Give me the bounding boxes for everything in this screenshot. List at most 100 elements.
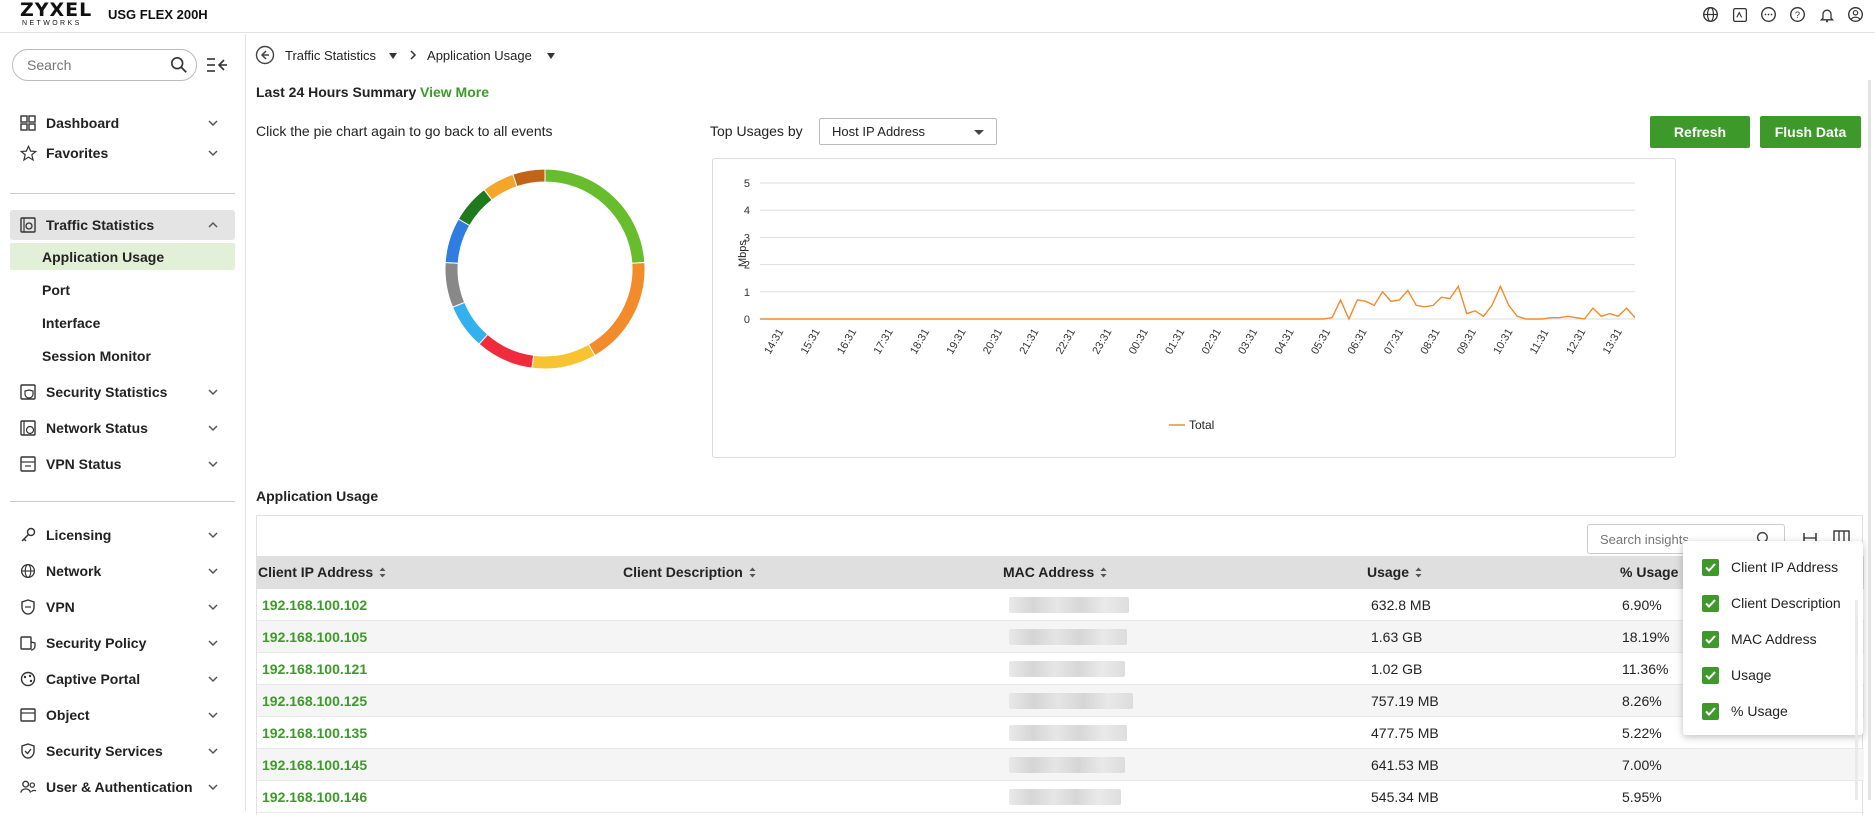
checkbox-checked-icon[interactable] <box>1702 594 1719 612</box>
table-row[interactable]: 192.168.100.125 757.19 MB 8.26% <box>257 685 1864 717</box>
column-header-usage[interactable]: Usage <box>1367 564 1422 580</box>
cell-client-ip[interactable]: 192.168.100.146 <box>262 789 368 805</box>
cell-client-ip[interactable]: 192.168.100.145 <box>262 757 368 773</box>
x-tick-label: 06:31 <box>1346 327 1370 357</box>
sidebar-search[interactable] <box>12 49 197 81</box>
sidebar-item-vpn-status[interactable]: VPN Status <box>10 449 235 479</box>
x-tick-label: 22:31 <box>1054 327 1078 357</box>
checkbox-checked-icon[interactable] <box>1702 702 1719 720</box>
terminal-icon[interactable] <box>1730 5 1749 24</box>
sidebar-subitem-interface[interactable]: Interface <box>42 314 101 331</box>
sidebar-search-input[interactable] <box>27 57 157 73</box>
table-row[interactable]: 192.168.100.145 641.53 MB 7.00% <box>257 749 1864 781</box>
donut-slice[interactable] <box>483 173 518 201</box>
donut-slice[interactable] <box>478 333 535 369</box>
cell-client-ip[interactable]: 192.168.100.121 <box>262 661 368 677</box>
x-tick-label: 21:31 <box>1017 327 1041 357</box>
device-model: USG FLEX 200H <box>108 7 208 22</box>
caret-down-icon[interactable] <box>546 48 556 63</box>
column-toggle-mac-address[interactable]: MAC Address <box>1702 629 1817 649</box>
donut-slice[interactable] <box>457 188 493 227</box>
sidebar-subitem-session-monitor[interactable]: Session Monitor <box>42 347 151 364</box>
checkbox-checked-icon[interactable] <box>1702 666 1719 684</box>
x-tick-label: 09:31 <box>1455 327 1479 357</box>
column-toggle-percent-usage[interactable]: % Usage <box>1702 701 1788 721</box>
flush-data-button[interactable]: Flush Data <box>1760 116 1861 148</box>
cell-client-ip[interactable]: 192.168.100.135 <box>262 725 368 741</box>
donut-slice[interactable] <box>444 218 471 264</box>
donut-slice[interactable] <box>544 168 646 264</box>
more-icon[interactable] <box>1759 5 1778 24</box>
bell-icon[interactable] <box>1817 5 1836 24</box>
sidebar-item-vpn[interactable]: VPN <box>10 592 235 622</box>
checkbox-checked-icon[interactable] <box>1702 558 1719 576</box>
zyxel-logo[interactable]: ZYXEL NETWORKS <box>20 1 94 29</box>
sort-icon[interactable] <box>1100 567 1107 578</box>
x-tick-label: 00:31 <box>1127 327 1151 357</box>
sidebar-item-network-status[interactable]: Network Status <box>10 413 235 443</box>
cell-usage: 477.75 MB <box>1371 725 1439 741</box>
table-row[interactable]: 192.168.100.146 545.34 MB 5.95% <box>257 781 1864 813</box>
donut-slice[interactable] <box>587 261 646 357</box>
sidebar-item-security-statistics[interactable]: Security Statistics <box>10 377 235 407</box>
sidebar-subitem-port[interactable]: Port <box>42 281 70 298</box>
security-statistics-icon <box>18 382 38 402</box>
refresh-button[interactable]: Refresh <box>1650 116 1750 148</box>
column-toggle-client-ip[interactable]: Client IP Address <box>1702 557 1838 577</box>
table-row[interactable]: 192.168.100.105 1.63 GB 18.19% <box>257 621 1864 653</box>
legend-label[interactable]: Total <box>1189 418 1214 432</box>
cell-client-ip[interactable]: 192.168.100.125 <box>262 693 368 709</box>
sidebar-item-captive-portal[interactable]: Captive Portal <box>10 664 235 694</box>
sort-icon[interactable] <box>749 567 756 578</box>
table-scrollbar[interactable] <box>1855 600 1858 800</box>
column-header-percent-usage[interactable]: % Usage <box>1620 564 1678 580</box>
x-tick-label: 18:31 <box>908 327 932 357</box>
table-row[interactable]: 192.168.100.135 477.75 MB 5.22% <box>257 717 1864 749</box>
column-toggle-usage[interactable]: Usage <box>1702 665 1771 685</box>
usage-donut-chart[interactable] <box>440 164 650 374</box>
globe-icon[interactable] <box>1701 5 1720 24</box>
chevron-down-icon <box>207 564 219 580</box>
donut-slice[interactable] <box>512 168 546 188</box>
sidebar-item-security-services[interactable]: Security Services <box>10 736 235 766</box>
view-more-link[interactable]: View More <box>420 84 489 100</box>
table-row[interactable]: 192.168.100.121 1.02 GB 11.36% <box>257 653 1864 685</box>
sidebar-item-favorites[interactable]: Favorites <box>10 138 235 168</box>
page-scrollbar[interactable] <box>1868 80 1871 800</box>
sidebar-subitem-application-usage[interactable]: Application Usage <box>10 243 235 270</box>
collapse-sidebar-icon[interactable] <box>206 57 228 78</box>
donut-slice[interactable] <box>531 343 596 370</box>
help-icon[interactable]: ? <box>1788 5 1807 24</box>
sidebar-item-traffic-statistics[interactable]: Traffic Statistics <box>10 210 235 240</box>
breadcrumb-application-usage[interactable]: Application Usage <box>427 47 532 63</box>
cell-client-ip[interactable]: 192.168.100.102 <box>262 597 368 613</box>
caret-down-icon[interactable] <box>388 48 398 63</box>
sidebar-item-security-policy[interactable]: Security Policy <box>10 628 235 658</box>
top-usages-select[interactable]: Host IP Address <box>819 118 997 145</box>
sidebar-item-licensing[interactable]: Licensing <box>10 520 235 550</box>
summary-title: Last 24 Hours Summary <box>256 84 417 100</box>
sidebar-item-network[interactable]: Network <box>10 556 235 586</box>
donut-slice[interactable] <box>444 261 466 308</box>
chevron-down-icon <box>207 744 219 760</box>
back-icon[interactable] <box>255 45 275 65</box>
sort-icon[interactable] <box>379 567 386 578</box>
search-icon[interactable] <box>170 56 188 79</box>
breadcrumb-traffic-statistics[interactable]: Traffic Statistics <box>285 47 377 63</box>
sidebar-item-user-authentication[interactable]: User & Authentication <box>10 772 235 802</box>
checkbox-checked-icon[interactable] <box>1702 630 1719 648</box>
table-row[interactable]: 192.168.100.102 632.8 MB 6.90% <box>257 589 1864 621</box>
column-header-client-ip[interactable]: Client IP Address <box>258 564 386 580</box>
column-header-mac-address[interactable]: MAC Address <box>1003 564 1107 580</box>
sidebar-item-dashboard[interactable]: Dashboard <box>10 108 235 138</box>
redacted-mac-address <box>1009 693 1133 709</box>
column-toggle-client-description[interactable]: Client Description <box>1702 593 1841 613</box>
column-label: MAC Address <box>1003 564 1095 580</box>
cell-client-ip[interactable]: 192.168.100.105 <box>262 629 368 645</box>
column-header-client-description[interactable]: Client Description <box>623 564 756 580</box>
sidebar-item-object[interactable]: Object <box>10 700 235 730</box>
user-icon[interactable] <box>1846 5 1865 24</box>
y-tick-label: 2 <box>744 260 750 272</box>
sort-icon[interactable] <box>1415 567 1422 578</box>
donut-slice[interactable] <box>451 301 489 345</box>
